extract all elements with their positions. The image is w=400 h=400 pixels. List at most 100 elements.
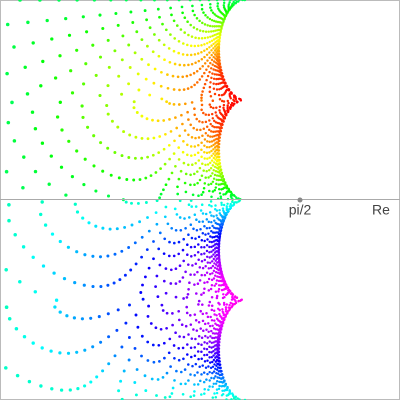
dot bbox=[206, 336, 210, 339]
dot bbox=[208, 24, 212, 28]
dot bbox=[239, 298, 243, 302]
dot bbox=[124, 321, 128, 325]
dot bbox=[163, 237, 167, 241]
dot bbox=[89, 316, 93, 320]
dot bbox=[200, 343, 203, 346]
dot bbox=[167, 143, 171, 147]
dot bbox=[187, 33, 190, 37]
dot bbox=[209, 335, 212, 338]
dot bbox=[220, 176, 224, 179]
dot bbox=[33, 169, 38, 174]
dot bbox=[209, 182, 213, 186]
dot bbox=[140, 38, 144, 42]
dot bbox=[206, 238, 209, 241]
dot bbox=[136, 72, 140, 76]
dot bbox=[208, 70, 211, 74]
dot bbox=[183, 63, 186, 67]
dot bbox=[200, 373, 203, 376]
dot bbox=[208, 256, 211, 259]
dot bbox=[161, 22, 164, 26]
dot bbox=[50, 387, 54, 391]
dot bbox=[217, 370, 221, 373]
dot bbox=[211, 371, 214, 375]
dot bbox=[195, 329, 199, 332]
dot bbox=[201, 312, 205, 316]
dot bbox=[140, 156, 144, 160]
dot bbox=[209, 2, 212, 6]
dot bbox=[151, 50, 155, 54]
dot bbox=[205, 169, 208, 173]
dot bbox=[166, 222, 170, 226]
dot bbox=[212, 327, 216, 330]
dot bbox=[215, 388, 219, 391]
dot bbox=[218, 105, 222, 109]
dot bbox=[186, 292, 190, 296]
dot bbox=[167, 351, 171, 355]
dot bbox=[234, 0, 237, 2]
dot bbox=[212, 377, 216, 380]
dot bbox=[181, 248, 185, 252]
dot bbox=[206, 261, 210, 264]
dot bbox=[140, 114, 144, 118]
dot bbox=[213, 313, 216, 316]
dot bbox=[220, 288, 224, 292]
dot bbox=[187, 203, 191, 207]
dot bbox=[225, 208, 229, 212]
dot bbox=[215, 294, 219, 298]
dot bbox=[138, 220, 142, 224]
dot bbox=[174, 331, 177, 335]
dot bbox=[68, 388, 72, 392]
dot bbox=[210, 229, 213, 233]
dot bbox=[222, 103, 226, 107]
dot bbox=[129, 268, 133, 272]
dot bbox=[92, 134, 96, 138]
dot bbox=[14, 326, 19, 331]
dot bbox=[194, 61, 197, 65]
dot bbox=[133, 381, 137, 384]
dot bbox=[158, 263, 162, 267]
dot bbox=[234, 97, 238, 101]
dot bbox=[162, 252, 166, 256]
dot bbox=[201, 134, 204, 138]
dot bbox=[164, 267, 168, 270]
dot bbox=[209, 95, 213, 98]
dot bbox=[204, 334, 207, 338]
dot bbox=[210, 144, 213, 148]
dot bbox=[203, 287, 206, 291]
dot bbox=[235, 0, 238, 3]
dot bbox=[117, 74, 121, 78]
dot bbox=[217, 82, 220, 86]
dot bbox=[215, 55, 218, 58]
dot bbox=[168, 60, 172, 64]
dot bbox=[214, 322, 217, 325]
dot bbox=[164, 205, 168, 209]
dot bbox=[212, 139, 216, 142]
dot bbox=[197, 299, 201, 303]
dot bbox=[173, 62, 177, 66]
dot bbox=[124, 0, 128, 2]
dot bbox=[215, 148, 218, 152]
dot bbox=[214, 20, 218, 23]
dot bbox=[236, 397, 239, 400]
dot bbox=[99, 340, 103, 344]
dot bbox=[190, 101, 194, 104]
dot bbox=[215, 279, 219, 282]
dot bbox=[222, 203, 226, 207]
dot bbox=[212, 152, 215, 155]
dot bbox=[154, 171, 158, 174]
dot bbox=[186, 110, 189, 114]
dot bbox=[215, 126, 218, 129]
dot bbox=[188, 216, 191, 219]
dot bbox=[189, 23, 192, 27]
dot bbox=[226, 105, 229, 109]
dot bbox=[212, 156, 216, 160]
dot bbox=[212, 370, 216, 373]
dot bbox=[205, 271, 209, 274]
dot bbox=[209, 81, 212, 84]
dot bbox=[220, 385, 223, 388]
dot bbox=[206, 134, 210, 137]
dot bbox=[146, 340, 150, 344]
dot bbox=[150, 377, 154, 381]
dot bbox=[127, 43, 131, 47]
dot bbox=[208, 350, 211, 354]
